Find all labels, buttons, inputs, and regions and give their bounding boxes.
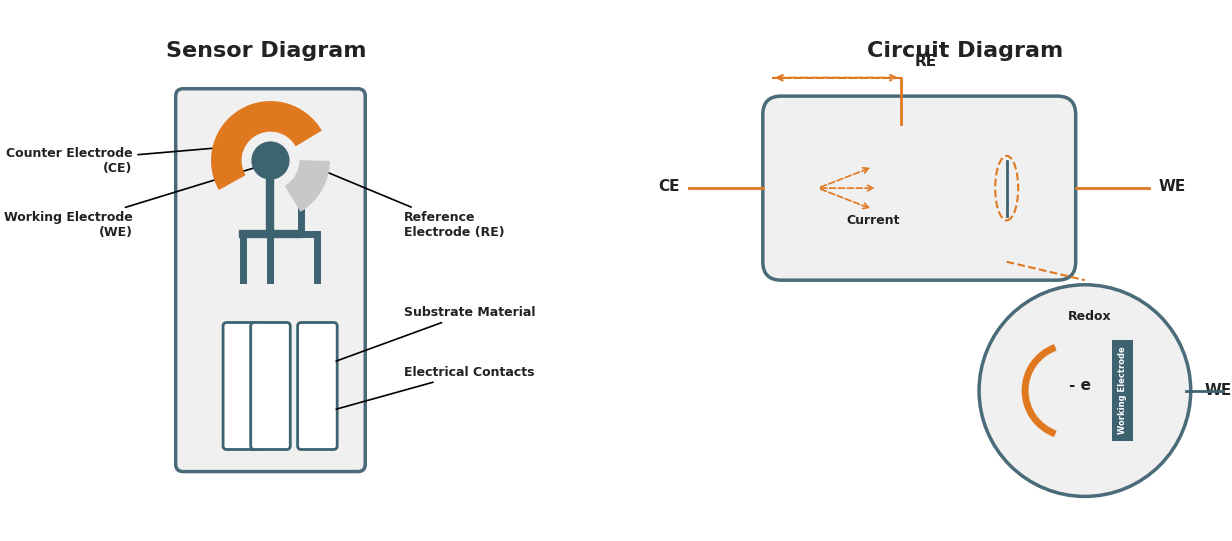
Text: WE: WE [1158,179,1185,194]
Text: WE: WE [1205,383,1232,398]
Circle shape [979,285,1190,497]
Text: Current: Current [846,214,901,227]
FancyBboxPatch shape [763,96,1076,280]
Text: CE: CE [658,179,680,194]
FancyBboxPatch shape [250,322,291,450]
Text: Working Electrode
(WE): Working Electrode (WE) [4,166,260,239]
Text: Sensor Diagram: Sensor Diagram [165,41,366,61]
Text: Electrical Contacts: Electrical Contacts [336,366,535,409]
FancyBboxPatch shape [223,322,262,450]
Text: Reference
Electrode (RE): Reference Electrode (RE) [313,166,505,239]
Text: RE: RE [914,54,936,69]
Circle shape [253,142,288,179]
Text: Circuit Diagram: Circuit Diagram [867,41,1063,61]
FancyBboxPatch shape [176,89,365,472]
Text: Redox: Redox [1068,311,1111,324]
Text: Working Electrode: Working Electrode [1119,347,1127,434]
Text: Counter Electrode
(CE): Counter Electrode (CE) [6,147,228,175]
FancyBboxPatch shape [298,322,338,450]
Text: Substrate Material: Substrate Material [336,306,536,361]
Text: - e: - e [1069,379,1092,393]
Bar [1112,340,1132,441]
